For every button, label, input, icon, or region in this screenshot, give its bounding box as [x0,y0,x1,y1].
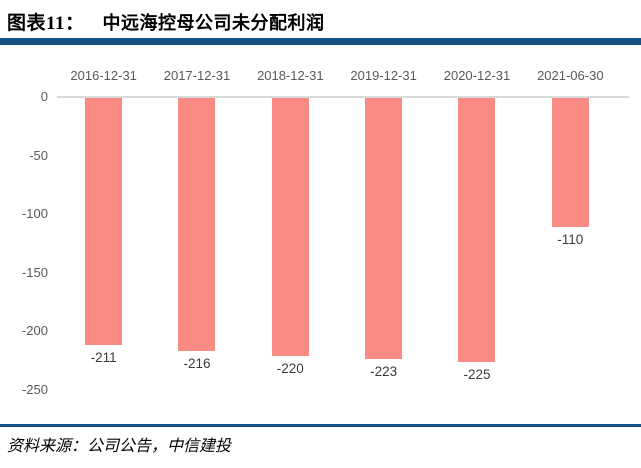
y-axis-tick-label: -150 [21,264,48,280]
bar-value-label: -225 [463,367,491,382]
header-divider-rule [0,38,641,45]
bar [85,98,123,345]
bar-chart: 2016-12-31 -211 2017-12-31 -216 2018-12-31 -2… [21,68,629,397]
y-axis-tick-label: -250 [21,382,48,397]
figure-title: 中远海控母公司未分配利润 [102,13,325,33]
bar-value-label: -216 [183,356,211,371]
x-axis-label: 2019-12-31 [350,68,417,83]
bar-value-label: -223 [370,364,398,379]
bar [271,98,309,356]
bar-value-label: -211 [90,350,117,365]
bar [551,98,589,227]
footer-divider-rule [0,424,641,427]
figure-header: 图表11： 中远海控母公司未分配利润 [7,8,324,35]
x-axis-label: 2020-12-31 [443,68,511,83]
x-axis-label: 2018-12-31 [257,68,324,83]
y-axis-tick-label: -50 [29,147,48,163]
x-axis-label: 2017-12-31 [163,68,231,83]
source-note: 资料来源：公司公告，中信建投 [7,438,232,455]
y-axis-tick-label: 0 [40,89,48,104]
bar-value-label: -110 [557,232,584,247]
x-axis-label: 2016-12-31 [70,68,137,83]
figure-number-label: 图表11： [7,13,85,34]
bar [365,98,403,359]
bar [458,98,496,362]
x-axis-label: 2021-06-30 [537,68,604,83]
y-axis-tick-label: -200 [21,323,48,339]
zero-axis-line [57,96,629,98]
y-axis-tick-label: -100 [21,206,48,222]
bar-value-label: -220 [276,361,304,376]
bar [178,98,216,351]
